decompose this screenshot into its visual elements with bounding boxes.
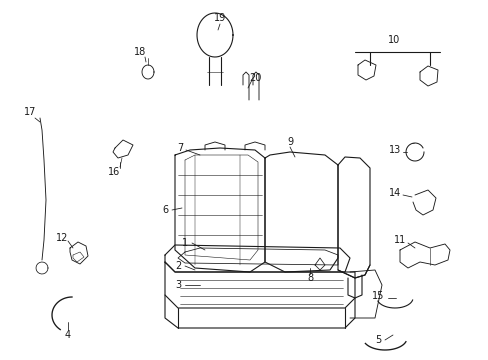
Text: 17: 17 [24, 107, 36, 117]
Text: 6: 6 [162, 205, 168, 215]
Text: 12: 12 [56, 233, 68, 243]
Text: 8: 8 [306, 273, 312, 283]
Text: 9: 9 [286, 137, 292, 147]
Text: 10: 10 [387, 35, 399, 45]
Text: 4: 4 [65, 330, 71, 340]
Text: 3: 3 [175, 280, 181, 290]
Text: 2: 2 [175, 261, 181, 271]
Text: 13: 13 [388, 145, 400, 155]
Text: 11: 11 [393, 235, 406, 245]
Text: 7: 7 [177, 143, 183, 153]
Text: 16: 16 [108, 167, 120, 177]
Text: 14: 14 [388, 188, 400, 198]
Text: 5: 5 [374, 335, 380, 345]
Text: 15: 15 [371, 291, 384, 301]
Text: 1: 1 [182, 238, 188, 248]
Text: 19: 19 [213, 13, 225, 23]
Text: 20: 20 [248, 73, 261, 83]
Text: 18: 18 [134, 47, 146, 57]
